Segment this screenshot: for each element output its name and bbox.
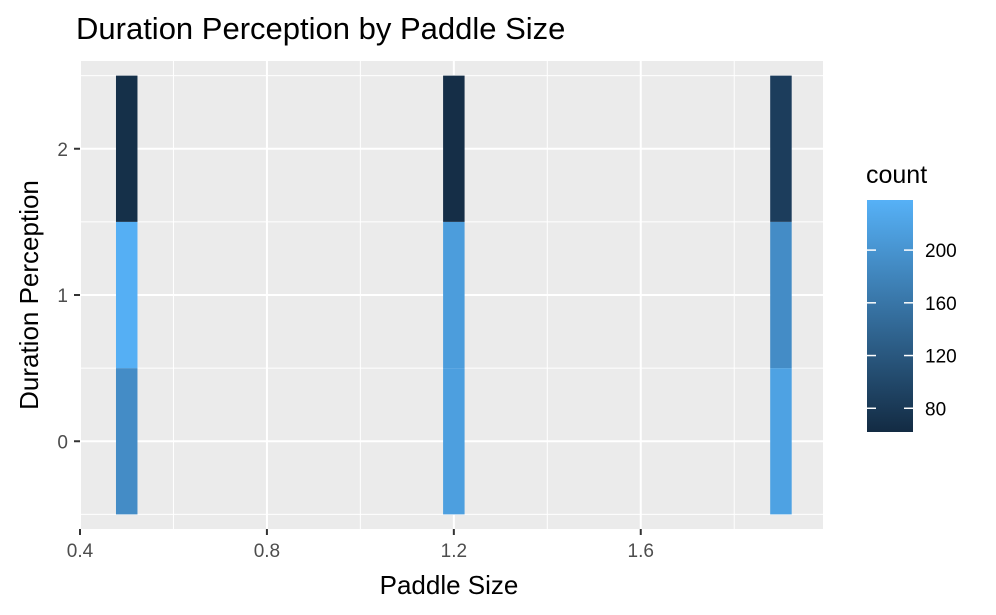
heatmap-tile [443,75,465,222]
heatmap-tile [115,368,138,515]
legend-break-label: 80 [925,399,946,420]
heatmap-tile [770,75,792,222]
legend-title: count [866,161,927,189]
legend-break-label: 120 [925,347,957,368]
x-tick-label: 0.4 [67,541,94,562]
y-tick-label: 1 [57,286,68,307]
legend-break-label: 160 [925,294,957,315]
y-tick-label: 0 [57,432,68,453]
x-tick-label: 0.8 [254,541,280,562]
x-axis-label: Paddle Size [380,570,519,600]
y-axis-label: Duration Perception [14,180,44,410]
heatmap-tile [115,221,138,369]
chart-title: Duration Perception by Paddle Size [76,11,565,46]
plot-panel: 0.4 0.8 1.2 1.6 0 1 2 [57,61,823,562]
x-tick-label: 1.2 [441,541,467,562]
heatmap-tile [115,75,138,222]
heatmap-tile [443,221,465,369]
x-tick-label: 1.6 [628,541,654,562]
heatmap-tile [443,368,465,515]
legend-break-label: 200 [925,241,957,262]
legend-colorbar [867,200,913,432]
legend: count 80 120 160 200 [866,161,957,432]
heatmap-tile [770,368,792,515]
heatmap-tile [770,221,792,369]
y-tick-label: 2 [57,140,68,161]
